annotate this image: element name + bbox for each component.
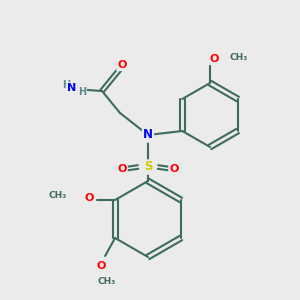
Text: S: S bbox=[144, 160, 152, 173]
Text: O: O bbox=[117, 164, 127, 174]
Text: CH₃: CH₃ bbox=[98, 278, 116, 286]
Text: N: N bbox=[68, 83, 76, 93]
Text: O: O bbox=[209, 54, 219, 64]
Text: N: N bbox=[143, 128, 153, 142]
Text: CH₃: CH₃ bbox=[49, 191, 67, 200]
Text: O: O bbox=[169, 164, 179, 174]
Text: O: O bbox=[84, 193, 94, 203]
Text: CH₃: CH₃ bbox=[229, 52, 247, 62]
Text: H: H bbox=[62, 80, 70, 90]
Text: O: O bbox=[117, 60, 127, 70]
Text: O: O bbox=[96, 261, 106, 271]
Text: H: H bbox=[78, 87, 86, 97]
